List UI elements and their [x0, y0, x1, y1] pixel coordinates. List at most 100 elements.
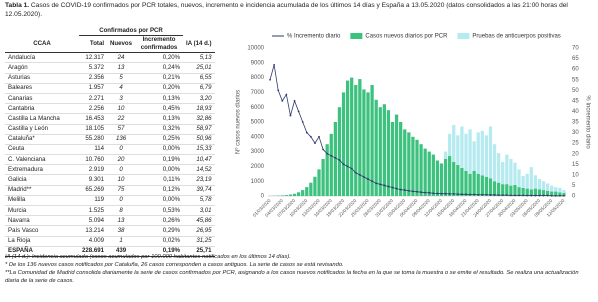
table-cell: Extremadura [5, 164, 79, 176]
notes: IA (14 d.): Incidencia acumulada (casos … [5, 253, 593, 285]
line-point [534, 194, 537, 197]
line-point [489, 194, 492, 196]
bar [545, 183, 550, 191]
bar [488, 178, 493, 196]
line-point [514, 194, 516, 197]
line-point [391, 186, 394, 189]
table-cell: 5,13 [183, 52, 215, 64]
bar [456, 164, 460, 196]
bar [537, 189, 542, 196]
table-row: Murcia 1.525 8 0,53% 3,01 [5, 205, 215, 217]
line-point [485, 193, 488, 196]
bar [480, 175, 484, 196]
line-point [387, 185, 390, 188]
table-cell: Baleares [5, 83, 79, 94]
bar [517, 169, 521, 188]
bar [533, 175, 538, 189]
bar [325, 144, 329, 196]
total-cell: 228.691 [79, 245, 108, 257]
y-tick-label: 9000 [251, 60, 265, 66]
table-cell: Cantabria [5, 103, 79, 115]
table-cell: 9.301 [79, 174, 108, 186]
legend-marker [350, 33, 363, 39]
header-row: Confirmados por PCR [5, 26, 215, 37]
bar [558, 192, 562, 196]
table-cell: 8 [107, 205, 136, 217]
y-tick-label: 7000 [251, 90, 265, 96]
table-cell: Cataluña* [5, 134, 79, 145]
legend-label: Casos nuevos diarios por PCR [365, 34, 448, 40]
table-cell: 10,47 [183, 154, 215, 166]
table-row: Andalucía 12.317 24 0,20% 5,13 [5, 52, 215, 64]
line-point [493, 194, 496, 196]
line-point [518, 194, 520, 197]
line-point [318, 135, 320, 138]
table-cell: 16.453 [79, 113, 108, 125]
bar [280, 195, 284, 196]
table-cell: 119 [79, 195, 108, 207]
total-cell: 0,19% [135, 245, 184, 257]
bar [501, 184, 505, 196]
bar [309, 182, 313, 196]
table-cell: 12.317 [79, 52, 108, 64]
line-point [363, 176, 365, 178]
table-cell: 0,32% [135, 124, 184, 135]
table-cell: Madrid** [5, 185, 79, 196]
table-cell: 57 [107, 124, 136, 135]
bar [296, 192, 301, 196]
line-point [522, 194, 525, 197]
bar [366, 92, 370, 196]
line-point [285, 93, 288, 96]
bar [288, 194, 293, 196]
line-point [448, 192, 451, 195]
bar [562, 193, 566, 196]
line-point [273, 64, 276, 66]
line-point [505, 194, 508, 197]
y2-tick-label: 20 [572, 151, 579, 157]
table-row: Baleares 1.957 4 0,20% 6,79 [5, 83, 215, 94]
bar [415, 139, 419, 196]
bar [456, 135, 460, 165]
bar [541, 181, 546, 191]
table-row: Canarias 2.271 3 0,13% 3,20 [5, 93, 215, 105]
line-point [371, 180, 373, 183]
table-row: Extremadura 2.919 0 0,00% 14,52 [5, 164, 215, 176]
line-point [289, 114, 292, 117]
bar [460, 167, 464, 196]
table-cell: 0,29% [135, 225, 184, 237]
table-cell: 14,52 [183, 164, 215, 176]
line-point [338, 159, 341, 161]
table-cell: 10 [107, 103, 136, 115]
y-tick-label: 5000 [251, 120, 265, 126]
bar [411, 136, 415, 196]
bar [562, 190, 566, 194]
line-point [526, 194, 529, 197]
table-cell: 0,25% [135, 134, 184, 145]
table-cell: 13 [107, 62, 136, 74]
bar [476, 173, 480, 196]
table-cell: 0 [107, 144, 136, 156]
note: IA (14 d.): Incidencia acumulada (casos … [5, 254, 291, 260]
column-header: IA (14 d.) [186, 39, 212, 47]
bar [517, 187, 521, 196]
table-cell: 6,55 [183, 73, 215, 84]
y2-tick-label: 5 [572, 183, 576, 189]
total-cell: ESPAÑA [5, 245, 79, 257]
y-tick-label: 10000 [247, 46, 264, 52]
note: **La Comunidad de Madrid consolida diari… [5, 270, 579, 284]
bar [509, 159, 513, 186]
bar [497, 153, 501, 183]
line-point [542, 194, 545, 197]
table-cell: 6,79 [183, 83, 215, 94]
line-point [424, 191, 427, 194]
line-point [358, 173, 361, 176]
y-tick-label: 4000 [251, 134, 265, 140]
line-point [477, 193, 480, 196]
y2-tick-label: 50 [572, 88, 579, 94]
table-cell: Ceuta [5, 144, 79, 156]
bar [358, 79, 362, 196]
table-cell: 0,53% [135, 205, 184, 217]
bar [505, 154, 509, 185]
table-cell: 0 [107, 164, 136, 176]
